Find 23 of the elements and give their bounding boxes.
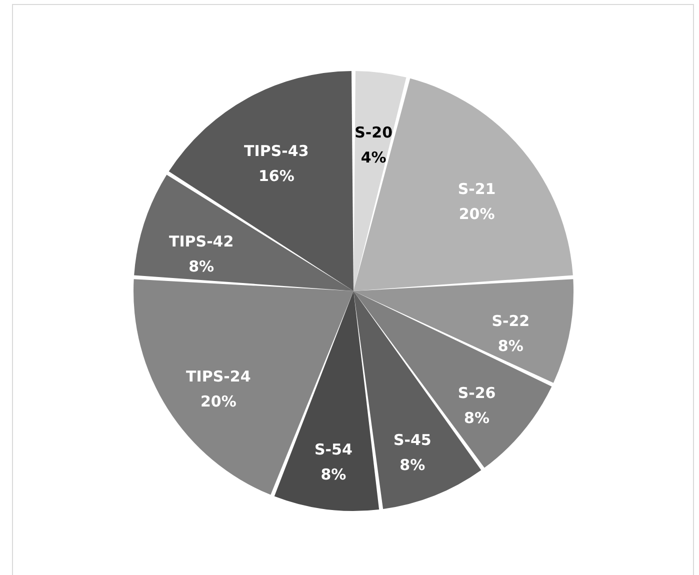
pie-slice [274,291,380,511]
slice-label: S-22 [492,312,530,330]
pie-slice [168,71,354,291]
data-label: 20% [200,392,236,411]
data-label: 20% [458,205,495,224]
data-label: 4% [360,148,386,166]
pie-slice [354,279,574,383]
data-label: 8% [400,456,426,474]
data-label: 8% [498,336,524,355]
data-label: 8% [464,408,490,427]
slice-label: S-54 [314,440,352,459]
slice-label: S-26 [458,384,496,402]
data-label: 8% [188,258,214,276]
slice-label: S-21 [458,180,496,198]
slice-label: TIPS-42 [168,232,234,251]
slice-label: S-45 [393,430,432,449]
data-label: 16% [258,166,294,185]
pie-slice [354,78,573,291]
slice-label: S-20 [354,123,393,142]
pie-slice [354,71,406,291]
slice-label: TIPS-24 [186,368,251,386]
slice-label: TIPS-43 [244,142,309,160]
data-label: 8% [320,466,346,484]
